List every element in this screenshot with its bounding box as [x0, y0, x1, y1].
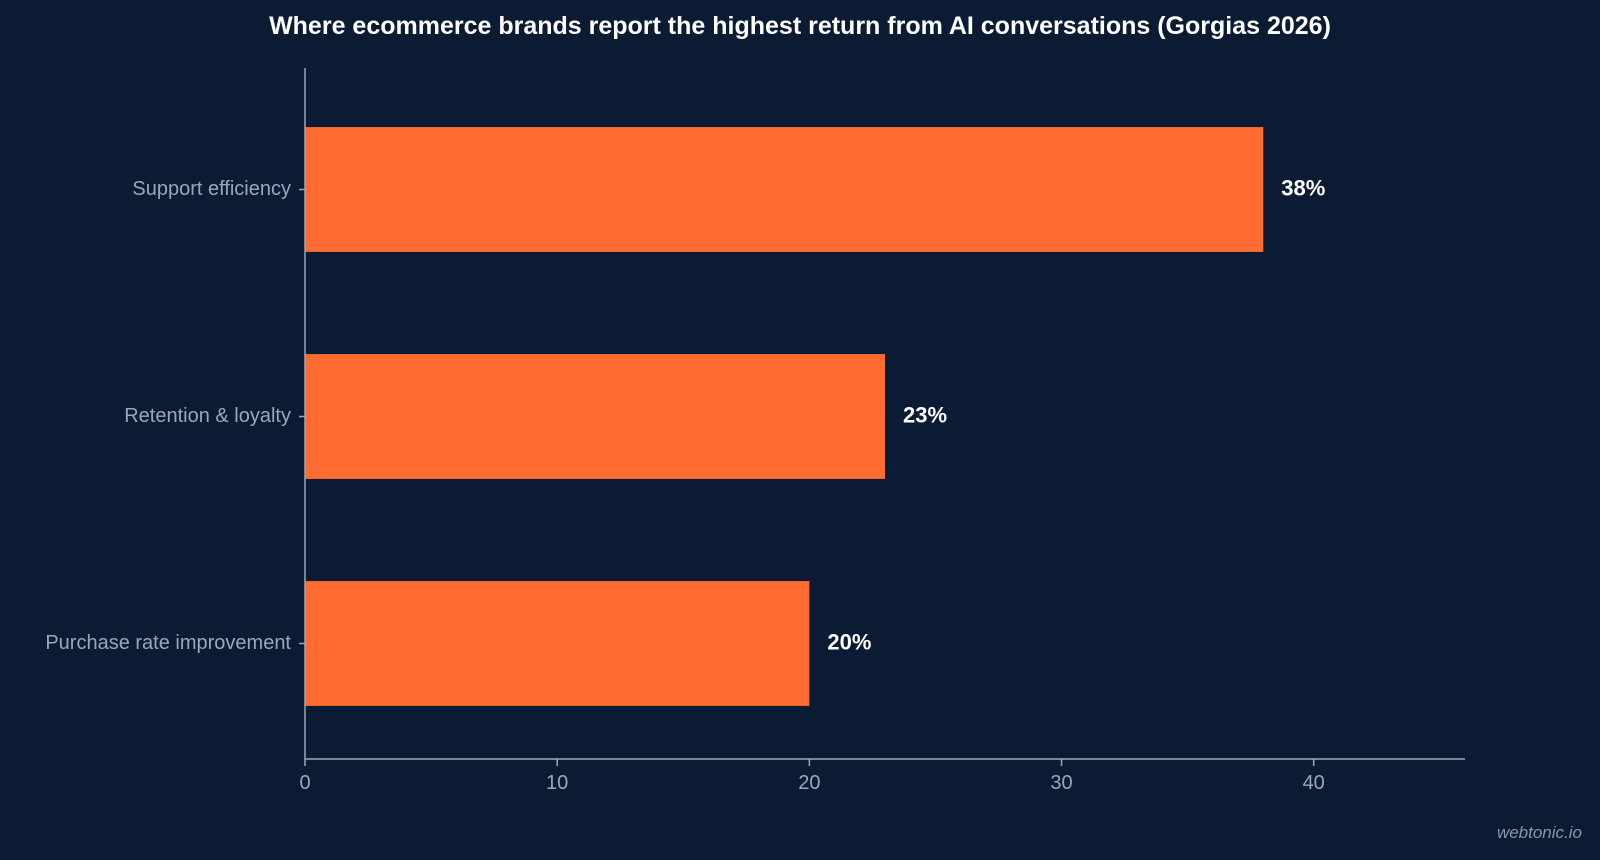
- chart-title: Where ecommerce brands report the highes…: [269, 12, 1331, 40]
- x-tick-label: 20: [798, 772, 820, 794]
- data-label: 20%: [827, 629, 871, 654]
- x-tick-label: 10: [546, 772, 568, 794]
- bar: [305, 354, 885, 479]
- data-label: 38%: [1281, 175, 1325, 200]
- data-label: 23%: [903, 402, 947, 427]
- x-tick-label: 30: [1050, 772, 1072, 794]
- x-tick-label: 0: [299, 772, 310, 794]
- bar: [305, 581, 810, 706]
- x-tick-label: 40: [1303, 772, 1325, 794]
- y-tick-label: Purchase rate improvement: [45, 632, 291, 654]
- watermark: webtonic.io: [1496, 823, 1582, 842]
- y-tick-label: Support efficiency: [132, 178, 291, 200]
- y-tick-label: Retention & loyalty: [124, 405, 291, 427]
- bar: [305, 127, 1264, 252]
